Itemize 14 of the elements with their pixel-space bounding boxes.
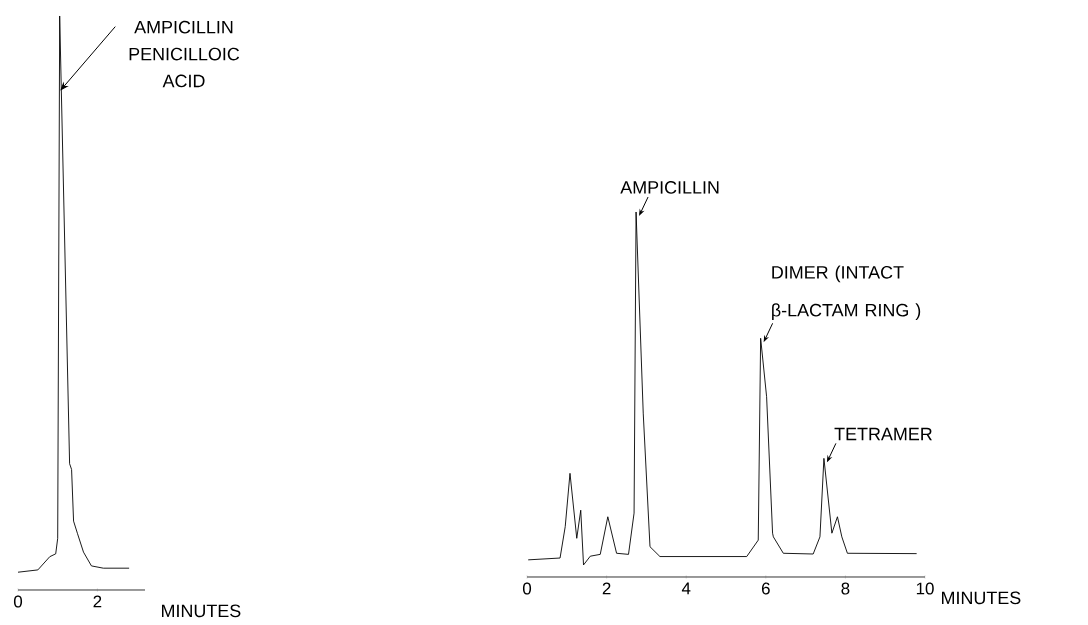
x-axis-title: MINUTES	[942, 591, 1021, 605]
annotation: AMPICILLIN PENICILLOIC ACID	[129, 20, 240, 88]
x-tick-label: 8	[841, 582, 850, 595]
x-tick-label: 10	[916, 582, 934, 595]
x-tick-label: 2	[602, 582, 611, 595]
x-tick-label: 4	[681, 582, 691, 595]
x-tick-label: 0	[13, 595, 23, 608]
x-tick-label: 0	[522, 582, 532, 595]
x-axis-title: MINUTES	[162, 604, 241, 618]
annotation: AMPICILLIN	[620, 181, 719, 194]
annotation: DIMER (INTACT β-LACTAM RING )	[772, 265, 921, 321]
annotation: TETRAMER	[834, 427, 932, 441]
x-tick-label: 6	[761, 582, 770, 595]
x-tick-label: 2	[93, 595, 102, 608]
